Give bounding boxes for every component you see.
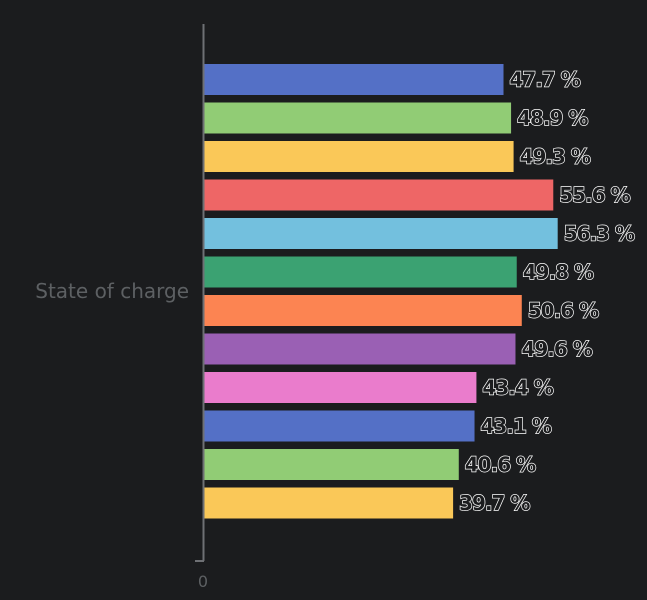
bar-value-label-8: 49.6 % bbox=[521, 337, 592, 361]
bar-11 bbox=[203, 449, 459, 480]
bar-value-label-11: 40.6 % bbox=[465, 453, 536, 477]
bar-value-label-5: 56.3 % bbox=[564, 222, 635, 246]
data-labels-layer: 47.7 % 48.9 % 49.3 % 55.6 % 56.3 % 49.8 % 50.6… bbox=[458, 67, 636, 516]
bar-value-label-1: 47.7 % bbox=[510, 68, 581, 92]
bar-value-label-6: 49.8 % bbox=[523, 260, 594, 284]
bar-6 bbox=[203, 256, 517, 288]
x-tick-label: 0 bbox=[198, 572, 208, 591]
bar-10 bbox=[203, 410, 475, 442]
bar-9 bbox=[203, 372, 477, 403]
bar-2 bbox=[203, 102, 512, 134]
category-label: State of charge bbox=[35, 279, 189, 303]
bar-12 bbox=[203, 487, 454, 519]
bar-7 bbox=[203, 295, 522, 326]
bars-layer bbox=[203, 64, 558, 519]
bar-value-label-3: 49.3 % bbox=[520, 145, 591, 169]
bar-value-label-7: 50.6 % bbox=[528, 299, 599, 323]
bar-value-label-12: 39.7 % bbox=[459, 491, 530, 515]
bar-1 bbox=[203, 64, 504, 95]
bar-5 bbox=[203, 218, 558, 249]
bar-8 bbox=[203, 333, 516, 365]
bar-value-label-4: 55.6 % bbox=[559, 183, 630, 207]
bar-4 bbox=[203, 179, 554, 211]
bar-3 bbox=[203, 141, 514, 172]
bar-value-label-2: 48.9 % bbox=[517, 106, 588, 130]
bar-value-label-9: 43.4 % bbox=[482, 376, 553, 400]
bar-value-label-10: 43.1 % bbox=[481, 414, 552, 438]
